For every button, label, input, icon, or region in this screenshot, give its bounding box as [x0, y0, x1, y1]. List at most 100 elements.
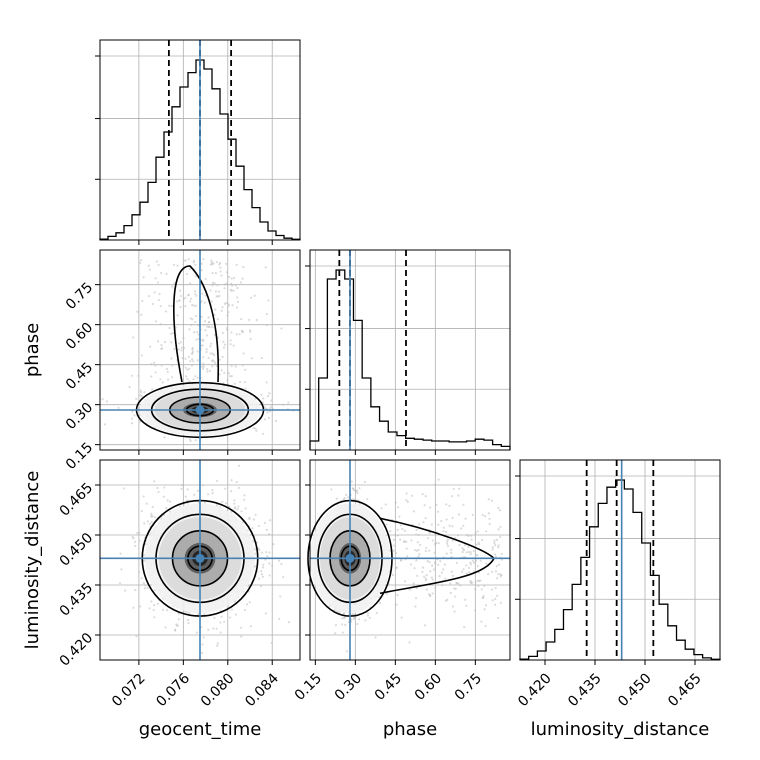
sample-point: [499, 535, 502, 538]
sample-point: [157, 281, 160, 284]
sample-point: [142, 554, 146, 557]
sample-point: [487, 573, 490, 576]
sample-point: [454, 536, 457, 540]
sample-point: [467, 545, 470, 548]
sample-point: [432, 568, 435, 571]
sample-point: [261, 551, 264, 554]
sample-point: [440, 571, 444, 574]
sample-point: [431, 539, 434, 542]
tick-label-geocent_time: 0.084: [242, 670, 282, 710]
sample-point: [206, 368, 209, 371]
sample-point: [469, 534, 473, 537]
panel-frame: [519, 459, 721, 661]
sample-point: [341, 617, 344, 620]
sample-point: [481, 538, 484, 542]
sample-point: [451, 495, 454, 498]
sample-point: [496, 594, 499, 597]
sample-point: [262, 397, 265, 400]
sample-point: [460, 527, 463, 530]
sample-point: [260, 356, 263, 360]
sample-point: [437, 563, 440, 567]
sample-point: [204, 329, 207, 332]
sample-point: [184, 305, 187, 308]
sample-point: [225, 271, 228, 274]
sample-point: [405, 492, 408, 495]
sample-point: [433, 551, 436, 554]
sample-point: [202, 258, 205, 261]
sample-point: [234, 284, 237, 287]
sample-point: [191, 318, 194, 321]
sample-point: [138, 531, 141, 534]
sample-point: [153, 480, 156, 483]
sample-point: [485, 530, 488, 533]
sample-point: [187, 257, 190, 261]
sample-point: [150, 600, 153, 603]
sample-point: [268, 407, 271, 410]
sample-point: [228, 505, 231, 508]
sample-point: [166, 370, 169, 374]
sample-point: [224, 502, 228, 505]
sample-point: [493, 539, 496, 542]
sample-point: [434, 562, 437, 565]
sample-point: [437, 523, 440, 526]
sample-point: [241, 277, 244, 280]
sample-point: [415, 586, 418, 590]
sample-point: [173, 629, 177, 632]
sample-point: [398, 538, 402, 541]
sample-point: [226, 314, 229, 317]
sample-point: [201, 344, 204, 347]
sample-point: [211, 271, 214, 275]
sample-point: [195, 631, 198, 634]
sample-point: [209, 345, 212, 348]
sample-point: [498, 509, 501, 512]
sample-point: [430, 576, 433, 579]
sample-point: [169, 332, 173, 335]
sample-point: [344, 623, 347, 626]
sample-point: [142, 495, 145, 498]
panel-frame: [99, 249, 301, 451]
sample-point: [467, 550, 470, 554]
sample-point: [117, 406, 120, 409]
sample-point: [219, 631, 222, 634]
sample-point: [165, 507, 168, 510]
sample-point: [170, 376, 174, 379]
sample-point: [143, 391, 146, 394]
sample-point: [452, 487, 455, 491]
tick-label-phase: 0.30: [63, 400, 96, 433]
sample-point: [159, 378, 162, 381]
sample-point: [462, 503, 465, 506]
sample-point: [464, 598, 467, 601]
sample-point: [149, 345, 152, 348]
sample-point: [417, 555, 420, 558]
sample-point: [354, 490, 358, 493]
sample-point: [480, 588, 483, 591]
sample-point: [341, 631, 344, 634]
histogram-luminosity_distance: [519, 479, 721, 660]
sample-point: [130, 422, 134, 425]
sample-point: [200, 262, 203, 265]
sample-point: [238, 464, 241, 467]
sample-point: [467, 566, 470, 569]
sample-point: [181, 356, 184, 360]
sample-point: [287, 621, 291, 624]
sample-point: [219, 270, 222, 273]
sample-point: [208, 369, 212, 372]
sample-point: [451, 516, 454, 520]
sample-point: [207, 493, 210, 496]
sample-point: [184, 259, 187, 262]
sample-point: [248, 517, 251, 520]
sample-point: [160, 344, 163, 347]
sample-point: [380, 507, 383, 510]
sample-point: [244, 387, 247, 390]
sample-point: [134, 589, 137, 592]
sample-point: [181, 484, 184, 487]
sample-point: [483, 515, 487, 518]
sample-point: [267, 532, 271, 536]
sample-point: [218, 358, 222, 361]
sample-point: [271, 564, 274, 567]
x-axis-label-luminosity_distance: luminosity_distance: [531, 719, 710, 740]
sample-point: [205, 350, 208, 354]
sample-point: [214, 271, 218, 275]
sample-point: [233, 499, 236, 502]
sample-point: [476, 579, 479, 582]
